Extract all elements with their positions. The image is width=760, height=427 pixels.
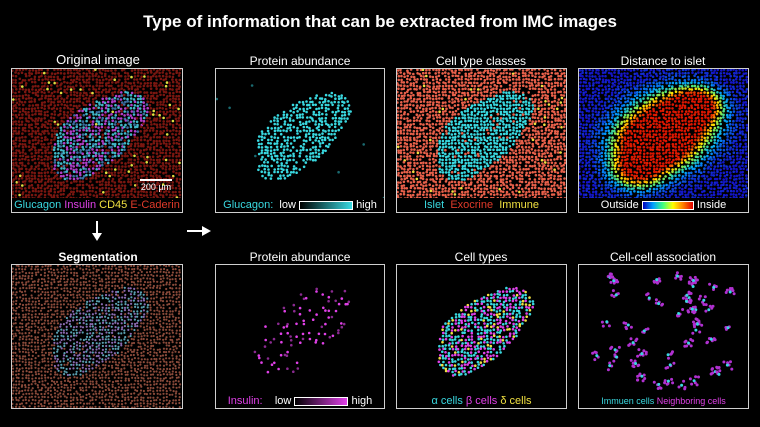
classes-legend: Islet Exocrine Immune [397,198,566,212]
celltypes-legend: α cells β cells δ cells [397,394,566,408]
segmentation-image [12,265,182,408]
legend-delta: δ cells [500,395,532,407]
protein-insulin-panel: Insulin: low high [215,264,385,409]
insulin-abundance-image [253,287,351,374]
legend-low: low [279,199,296,211]
protein-glucagon-panel: Glucagon: low high [215,68,385,213]
legend-outside: Outside [600,199,639,211]
cell-cell-association-panel: Immuen cells Neighboring cells [578,264,749,409]
legend-ecad: E-Caderin [130,199,180,211]
distance-legend: Outside Inside [579,198,748,212]
glucagon-abundance-image [216,84,384,212]
cell-type-classes-image [397,69,566,212]
segmentation-title: Segmentation [58,250,138,264]
cell-type-classes-panel: Islet Exocrine Immune [396,68,567,213]
distance-gradient-bar [641,200,694,210]
distance-to-islet-title: Distance to islet [620,54,706,68]
distance-to-islet-panel: Outside Inside [578,68,749,213]
legend-insulin: Insulin [64,199,97,211]
insulin-legend: Insulin: low high [216,394,384,408]
legend-high: high [351,395,373,407]
insulin-gradient-bar [294,396,349,406]
original-image-title: Original image [56,52,140,67]
legend-alpha: α cells [431,395,463,407]
glucagon-gradient-bar [299,200,353,210]
protein-abundance-title-bottom: Protein abundance [249,250,351,264]
cell-cell-association-image [591,271,736,391]
scale-bar: 200 µm [140,179,172,192]
original-image-panel: 200 µm Glucagon Insulin CD45 E-Caderin [11,68,183,213]
glucagon-legend: Glucagon: low high [216,198,384,212]
legend-insulin-marker: Insulin: [227,395,263,407]
legend-exocrine: Exocrine [450,199,494,211]
down-arrow-icon [92,221,102,241]
legend-islet: Islet [424,199,445,211]
figure-title: Type of information that can be extracte… [143,12,617,31]
legend-low: low [274,395,292,407]
cell-type-classes-title: Cell type classes [435,54,527,68]
legend-immune: Immune [499,199,539,211]
cell-types-title: Cell types [454,250,508,264]
association-legend: Immuen cells Neighboring cells [579,394,748,408]
protein-abundance-title-top: Protein abundance [249,54,351,68]
scale-bar-label: 200 µm [140,182,172,192]
original-legend: Glucagon Insulin CD45 E-Caderin [12,198,182,212]
right-arrow-icon [187,226,211,236]
legend-glucagon: Glucagon [14,199,62,211]
cell-cell-association-title: Cell-cell association [609,250,717,264]
legend-beta: β cells [465,395,498,407]
cell-types-image [437,286,535,377]
legend-high: high [356,199,377,211]
distance-to-islet-image [579,69,748,212]
legend-cd45: CD45 [99,199,128,211]
legend-inside: Inside [696,199,727,211]
cell-types-panel: α cells β cells δ cells [396,264,567,409]
legend-immune-cells: Immuen cells [601,396,655,406]
legend-neighboring-cells: Neighboring cells [656,396,726,406]
segmentation-panel [11,264,183,409]
legend-glucagon-marker: Glucagon: [223,199,274,211]
